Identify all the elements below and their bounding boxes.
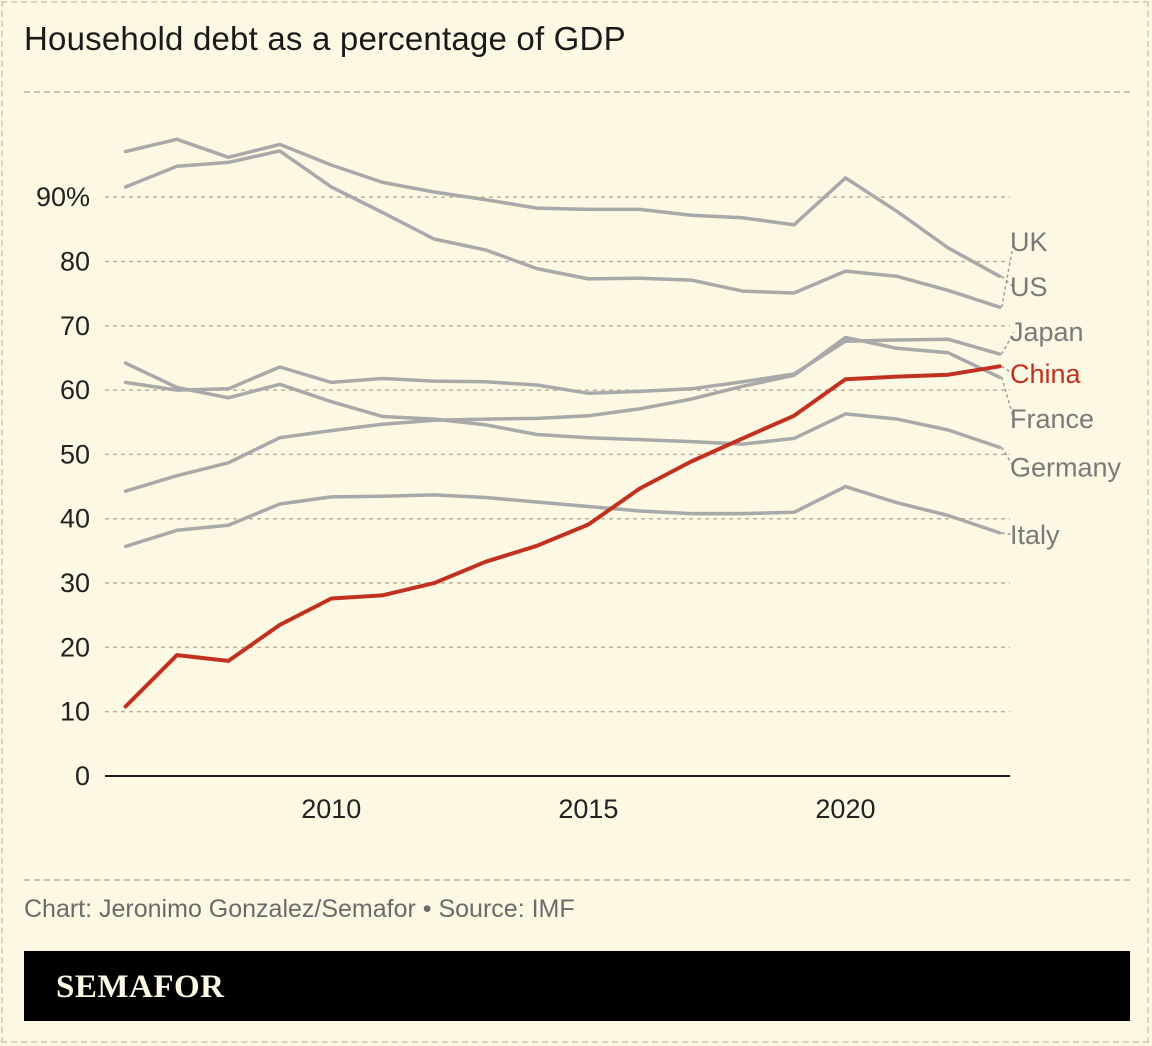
series-line-us — [123, 137, 1002, 279]
leader-line-france — [1000, 377, 1015, 420]
leader-line-china — [1001, 365, 1015, 375]
y-tick-label: 80 — [60, 246, 90, 276]
y-tick-label: 20 — [60, 632, 90, 662]
y-tick-label: 90% — [36, 182, 90, 212]
leader-line-japan — [1001, 331, 1015, 355]
series-line-japan — [123, 337, 1002, 396]
y-tick-label: 60 — [60, 375, 90, 405]
source-credit: Chart: Jeronimo Gonzalez/Semafor • Sourc… — [24, 895, 575, 923]
x-tick-label: 2010 — [301, 794, 361, 824]
x-tick-label: 2015 — [558, 794, 618, 824]
series-line-france — [123, 335, 1002, 493]
bottom-divider — [24, 879, 1130, 881]
y-tick-label: 10 — [60, 697, 90, 727]
leader-line-italy — [1001, 532, 1014, 536]
chart-title: Household debt as a percentage of GDP — [24, 20, 626, 57]
brand-footer: SEMAFOR — [24, 951, 1130, 1021]
series-label-us: US — [1010, 272, 1048, 302]
y-tick-label: 50 — [60, 439, 90, 469]
series-label-italy: Italy — [1010, 520, 1060, 550]
y-tick-label: 70 — [60, 311, 90, 341]
series-label-japan: Japan — [1010, 317, 1084, 347]
leader-line-uk — [1000, 242, 1015, 308]
line-chart: 0 10 20 30 40 50 60 70 80 90% 2010 2015 2020 UK US Japa… — [36, 137, 1122, 824]
series-line-uk — [123, 149, 1002, 309]
series-label-germany: Germany — [1010, 452, 1122, 482]
x-tick-label: 2020 — [815, 794, 875, 824]
y-tick-label: 0 — [75, 761, 90, 791]
top-divider — [24, 91, 1130, 93]
series-label-france: France — [1010, 404, 1094, 434]
series-line-china — [123, 364, 1002, 709]
leader-line-us — [1001, 275, 1015, 288]
y-tick-label: 40 — [60, 504, 90, 534]
series-line-germany — [123, 361, 1002, 450]
y-tick-label: 30 — [60, 568, 90, 598]
leader-line-germany — [1001, 446, 1015, 468]
series-line-italy — [123, 484, 1002, 549]
semafor-logo: SEMAFOR — [56, 969, 225, 1005]
series-label-china: China — [1010, 359, 1082, 389]
series-label-uk: UK — [1010, 227, 1048, 257]
